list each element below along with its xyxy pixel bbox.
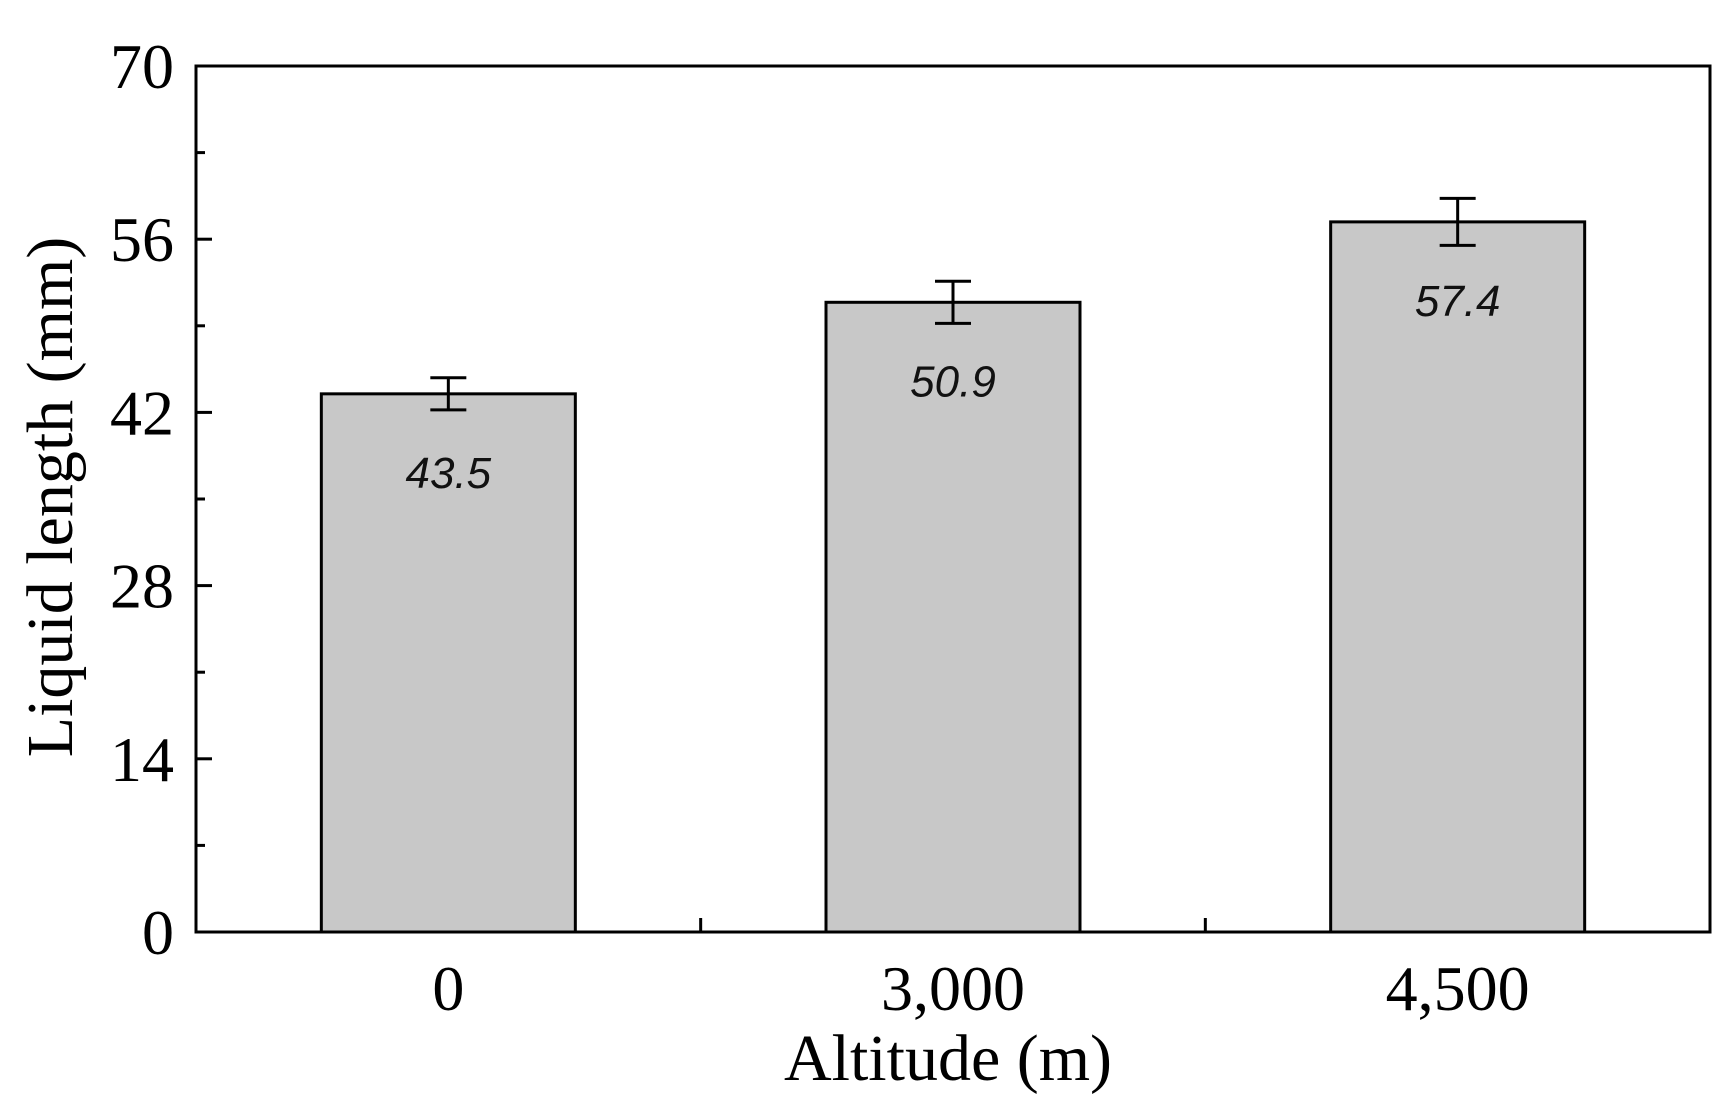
data-label-1: 50.9	[910, 357, 996, 406]
error-bar-1	[935, 279, 971, 325]
y-tick-label-5: 70	[110, 31, 174, 102]
error-bar-2	[1439, 196, 1476, 247]
data-label-2: 57.4	[1415, 277, 1501, 326]
axes-layer	[194, 64, 1712, 934]
bar-1	[824, 300, 1082, 934]
y-tick-label-4: 56	[110, 204, 174, 275]
y-tick-label-3: 42	[110, 377, 174, 448]
y-tick-label-2: 28	[110, 551, 174, 622]
x-tick-labels-layer: 0 3,000 4,500	[432, 953, 1529, 1024]
x-tick-label-1: 3,000	[881, 953, 1025, 1024]
error-bars-layer	[430, 196, 1476, 412]
data-labels-layer: 43.5 50.9 57.4	[406, 277, 1501, 498]
bar-0	[319, 392, 577, 934]
bars-layer	[319, 220, 1587, 934]
data-label-0: 43.5	[406, 449, 492, 498]
y-axis-title: Liquid length (mm)	[14, 237, 87, 758]
error-bar-0	[430, 376, 467, 412]
y-tick-label-1: 14	[110, 724, 174, 795]
y-tick-label-0: 0	[142, 897, 174, 968]
x-tick-label-0: 0	[432, 953, 464, 1024]
x-axis-title: Altitude (m)	[784, 1022, 1112, 1094]
bar-2	[1329, 220, 1587, 934]
y-tick-labels-layer: 0 14 28 42 56 70	[110, 31, 174, 968]
x-tick-label-2: 4,500	[1386, 953, 1530, 1024]
